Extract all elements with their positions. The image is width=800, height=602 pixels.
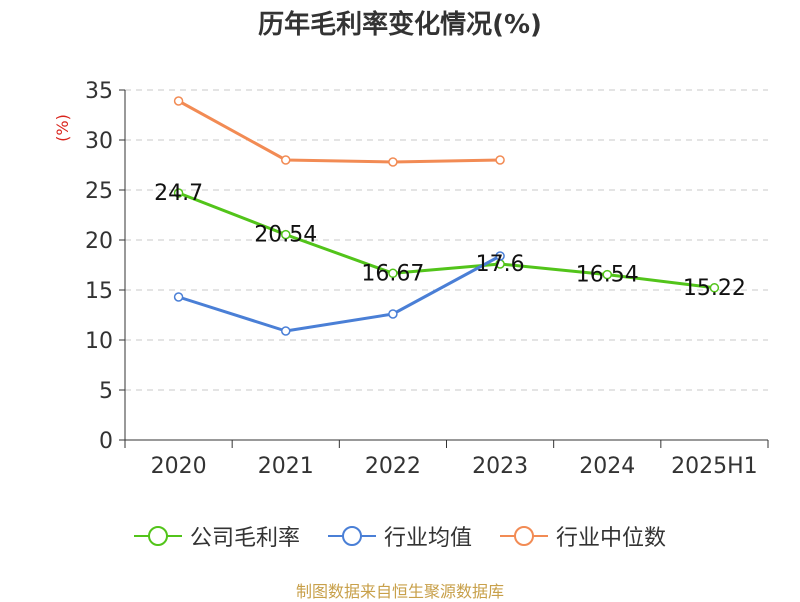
y-axis-label: (%) [53, 114, 72, 142]
y-tick-label: 20 [85, 229, 113, 254]
legend-item[interactable]: 公司毛利率 [133, 520, 300, 552]
data-point [173, 188, 184, 198]
x-tick-label: 2020 [151, 454, 207, 479]
data-point [388, 157, 398, 167]
data-point [173, 292, 184, 302]
y-tick-label: 25 [85, 179, 113, 204]
data-point [388, 268, 398, 279]
legend-item[interactable]: 行业均值 [327, 520, 472, 552]
series-line [178, 254, 501, 333]
legend-swatch [500, 526, 548, 546]
data-point [281, 229, 291, 240]
data-point [709, 283, 720, 293]
chart-title: 历年毛利率变化情况(%) [258, 10, 542, 40]
x-tick-label: 2025H1 [671, 454, 758, 479]
x-tick-label: 2024 [579, 454, 635, 479]
data-label: 16.67 [361, 261, 424, 286]
data-point [495, 251, 505, 261]
y-tick-label: 10 [85, 329, 113, 354]
source-note: 制图数据来自恒生聚源数据库 [295, 582, 504, 601]
data-point [173, 96, 184, 106]
y-tick-label: 35 [85, 79, 113, 104]
data-label-layer: 24.7 20.54 16.67 17.6 16.54 15.22 [154, 181, 746, 301]
data-label: 20.54 [254, 223, 317, 248]
legend-swatch [327, 526, 376, 546]
legend-label: 公司毛利率 [189, 526, 300, 551]
x-tick-label: 2021 [258, 454, 314, 479]
x-tick-label: 2022 [365, 454, 421, 479]
legend-item[interactable]: 行业中位数 [500, 520, 666, 552]
data-label: 15.22 [683, 276, 746, 301]
data-point [281, 155, 291, 165]
data-label: 17.6 [476, 252, 525, 277]
y-tick-label: 15 [85, 279, 113, 304]
series-line [177, 99, 501, 164]
x-tick-label: 2023 [472, 454, 528, 479]
y-tick-label: 5 [99, 379, 113, 404]
axis-layer: 0 5 10 15 20 25 30 35 2020 2021 2022 2023 2024 2025H1… [53, 79, 769, 479]
legend-label: 行业中位数 [556, 526, 667, 551]
data-label: 24.7 [154, 181, 203, 206]
data-point [281, 326, 291, 336]
data-point [602, 269, 612, 280]
y-tick-label: 30 [85, 129, 113, 154]
series-layer [173, 96, 720, 336]
legend-label: 行业均值 [383, 526, 472, 551]
data-point [388, 309, 398, 319]
legend: 公司毛利率 行业均值 行业中位数 [0, 520, 800, 552]
data-point [495, 155, 505, 165]
series-line [178, 191, 715, 290]
y-tick-label: 0 [99, 429, 113, 454]
data-label: 16.54 [576, 263, 639, 288]
grid-layer [125, 89, 768, 391]
legend-swatch [133, 526, 182, 546]
